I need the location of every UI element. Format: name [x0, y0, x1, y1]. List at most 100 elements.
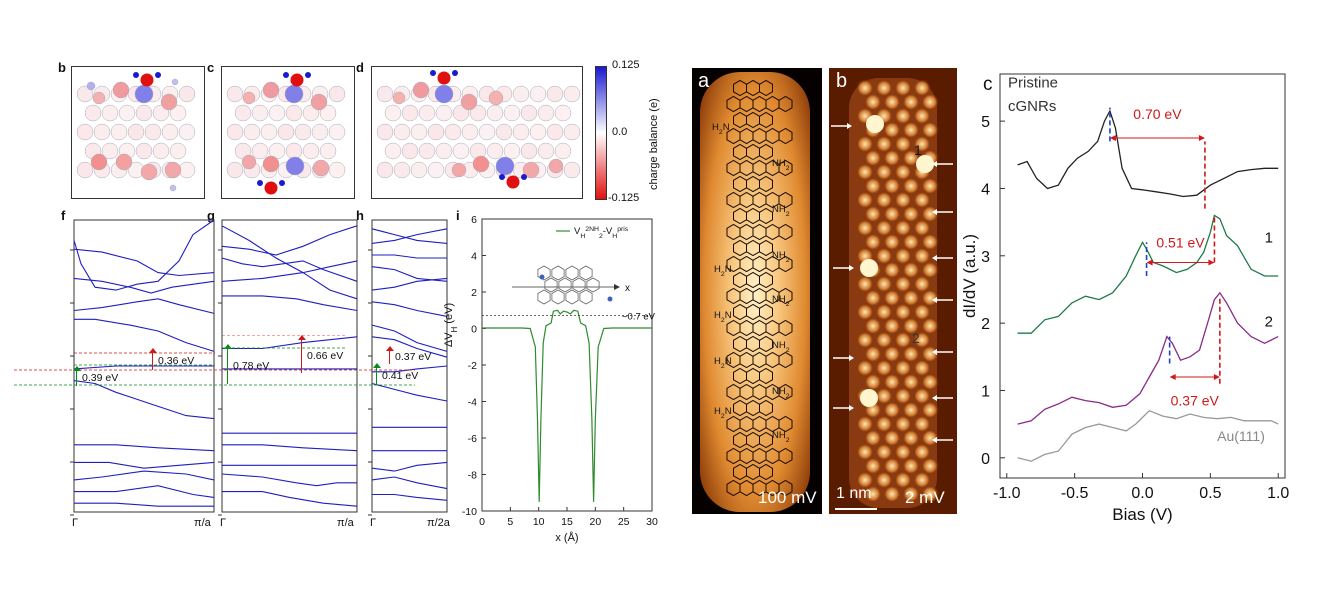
stm-bump [883, 205, 901, 223]
charge-site [262, 155, 280, 173]
site-label-1: 1 [914, 142, 922, 158]
molecule-hexagon [752, 415, 767, 433]
molecule-hexagon [759, 271, 773, 289]
site-arrowhead [932, 255, 937, 261]
band-line [222, 491, 358, 507]
band-line [74, 502, 214, 507]
stm-bump [856, 471, 874, 489]
molecule-hexagon [733, 239, 747, 257]
atom-site [410, 161, 428, 179]
molecule-hexagon [765, 319, 780, 337]
stm-bump [913, 191, 931, 209]
molecule-hexagon [739, 479, 754, 497]
stm-bump [894, 415, 912, 433]
stm-bump [902, 345, 920, 363]
stm-bump [921, 177, 939, 195]
charge-panel-d [371, 66, 583, 199]
stm-bump [894, 275, 912, 293]
atom-site [546, 85, 564, 103]
atom-site [135, 104, 153, 122]
inset-nitrogen [539, 274, 545, 280]
site-arrowhead [932, 349, 937, 355]
atom-site [277, 123, 295, 141]
band-line [221, 260, 358, 282]
stm-bump [921, 289, 939, 307]
stm-bump [875, 79, 893, 97]
atom-site [461, 123, 479, 141]
label-part: 2 [786, 165, 790, 172]
label-part: pris [617, 226, 629, 233]
molecule-hexagon [733, 399, 747, 417]
y-tick-label: -4 [468, 397, 477, 409]
stm-bump [902, 93, 920, 111]
site-arrowhead [847, 123, 852, 129]
molecule-hexagon [726, 319, 741, 337]
nitrogen-atom [437, 71, 451, 85]
stm-bump [875, 331, 893, 349]
site-arrowhead [849, 355, 854, 361]
inset-axis-arrow [614, 284, 620, 290]
bright-protrusion [916, 155, 934, 173]
y-tick-label: 5 [981, 114, 990, 131]
stm-bump [864, 233, 882, 251]
bright-protrusion [866, 115, 884, 133]
site-arrowhead [849, 265, 854, 271]
stm-bump [875, 191, 893, 209]
molecule-hexagon [778, 191, 793, 209]
charge-site [472, 155, 490, 173]
label-part: NH [772, 158, 786, 169]
amine-label-right: NH2 [772, 430, 790, 444]
stm-bump [913, 79, 931, 97]
stm-bump [921, 457, 939, 475]
atom-site [393, 161, 411, 179]
charge-site [140, 163, 158, 181]
atom-site [435, 142, 453, 160]
panel-label-g: g [207, 208, 215, 223]
molecule-hexagon [746, 239, 760, 257]
hydrogen-atom [155, 72, 161, 78]
atom-site [401, 104, 419, 122]
stm-bump [864, 429, 882, 447]
atom-site [495, 123, 513, 141]
label-part: 2 [721, 363, 725, 370]
site-arrowhead [932, 297, 937, 303]
atom-site [563, 123, 581, 141]
molecule-hexagon [765, 223, 780, 241]
site-arrowhead [932, 161, 937, 167]
stm-bump [856, 219, 874, 237]
panel-label-b-stm: b [836, 70, 848, 92]
colorbar-max-label: 0.125 [612, 59, 640, 71]
atom-site [118, 104, 136, 122]
charge-site [262, 81, 280, 99]
band-gap-overlay [14, 335, 415, 386]
molecule-hexagon [726, 383, 741, 401]
charge-site [285, 156, 305, 176]
band-line [371, 324, 448, 352]
x-tick-label: 0 [479, 516, 485, 528]
amine-label-left: H2N [714, 310, 732, 324]
label-part: 2 [786, 301, 790, 308]
gap-arrowhead [73, 366, 81, 371]
molecule-hexagon [726, 415, 741, 433]
atom-site [486, 104, 504, 122]
atom-site [563, 85, 581, 103]
colorbar-mid-label: 0.0 [612, 126, 628, 138]
y-tick-label: 0 [471, 324, 477, 336]
atom-site [537, 142, 555, 160]
molecule-hexagon [778, 95, 793, 113]
atom-site [152, 142, 170, 160]
atom-site [243, 123, 261, 141]
charge-site [134, 84, 154, 104]
label-part: 2 [786, 437, 790, 444]
stm-bump [856, 331, 874, 349]
label-part: H [712, 122, 719, 133]
inset-hexagon [558, 277, 572, 293]
stm-bump [864, 205, 882, 223]
atom-site [161, 123, 179, 141]
stm-bump [883, 485, 901, 503]
stm-bump [883, 149, 901, 167]
stm-bump [902, 485, 920, 503]
molecule-hexagon [778, 287, 793, 305]
band-line [371, 336, 448, 358]
atom-site [76, 161, 94, 179]
